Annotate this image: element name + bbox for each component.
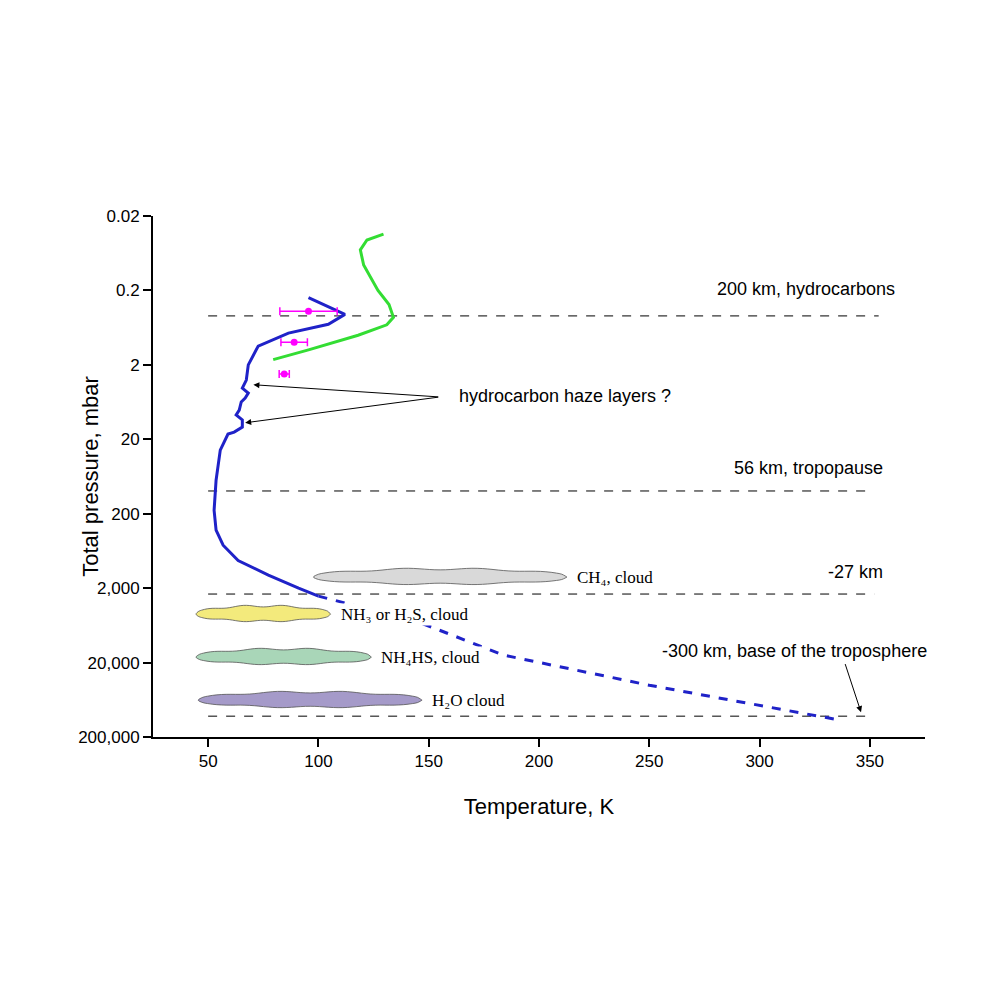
svg-text:200,000: 200,000 [78, 728, 139, 747]
svg-text:200 km, hydrocarbons: 200 km, hydrocarbons [717, 279, 895, 299]
svg-text:350: 350 [856, 752, 884, 771]
svg-text:CH₄, cloud: CH₄, cloud [577, 568, 653, 587]
svg-text:NH₄HS, cloud: NH₄HS, cloud [381, 648, 480, 667]
svg-text:250: 250 [635, 752, 663, 771]
svg-text:-300 km, base of the troposphe: -300 km, base of the troposphere [662, 641, 927, 661]
svg-text:0.2: 0.2 [116, 281, 140, 300]
svg-text:H₂O cloud: H₂O cloud [432, 691, 505, 710]
svg-text:200: 200 [111, 505, 139, 524]
svg-text:150: 150 [415, 752, 443, 771]
svg-text:300: 300 [745, 752, 773, 771]
svg-text:20: 20 [121, 430, 140, 449]
svg-text:2,000: 2,000 [97, 579, 140, 598]
svg-text:0.02: 0.02 [107, 207, 140, 226]
svg-text:Temperature, K: Temperature, K [464, 794, 615, 819]
svg-text:100: 100 [304, 752, 332, 771]
svg-text:20,000: 20,000 [88, 654, 140, 673]
svg-text:200: 200 [525, 752, 553, 771]
svg-text:2: 2 [130, 356, 139, 375]
svg-text:-27 km: -27 km [828, 562, 883, 582]
svg-text:hydrocarbon haze layers ?: hydrocarbon haze layers ? [459, 386, 671, 406]
svg-text:50: 50 [199, 752, 218, 771]
svg-text:NH₃ or H₂S, cloud: NH₃ or H₂S, cloud [341, 605, 469, 624]
svg-text:Total pressure, mbar: Total pressure, mbar [78, 376, 103, 577]
svg-text:56 km, tropopause: 56 km, tropopause [734, 458, 883, 478]
